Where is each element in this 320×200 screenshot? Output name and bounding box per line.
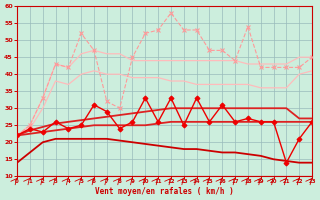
X-axis label: Vent moyen/en rafales ( km/h ): Vent moyen/en rafales ( km/h ) <box>95 187 234 196</box>
